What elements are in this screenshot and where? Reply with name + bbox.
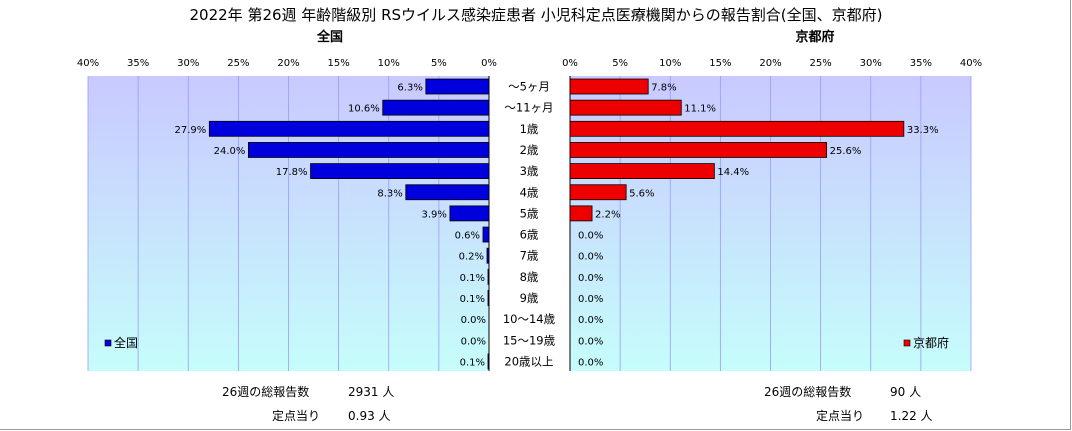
data-label-right: 25.6% [830,146,862,157]
bar-left [425,78,490,95]
category-label: 2歳 [520,143,539,157]
data-label-right: 0.0% [578,357,603,368]
data-label-right: 11.1% [684,104,716,115]
data-label-right: 0.0% [578,273,603,284]
data-label-right: 2.2% [595,209,620,220]
data-label-right: 33.3% [907,125,939,136]
bar-left [487,290,490,306]
bar-right [569,99,682,116]
bar-left [382,99,490,116]
left-tick-label: 40% [77,58,99,69]
footer-right-total-value: 90 人 [890,385,921,399]
bar-right [569,120,905,137]
right-panel-label: 京都府 [795,29,834,45]
bar-left [449,205,490,222]
data-label-left: 0.2% [459,252,484,263]
data-label-right: 14.4% [717,167,749,178]
category-label: 6歳 [520,228,539,242]
category-label: 1歳 [520,122,539,136]
chart-title: 2022年 第26週 年齢階級別 RSウイルス感染症患者 小児科定点医療機関から… [190,6,883,24]
data-label-left: 10.6% [348,104,380,115]
data-label-left: 0.0% [461,336,486,347]
data-label-left: 3.9% [421,209,446,220]
footer-right-per-label: 定点当り [816,408,864,423]
bar-right [569,142,828,158]
data-label-right: 0.0% [578,294,603,305]
left-tick-label: 10% [378,58,400,69]
footer-right-per-value: 1.22 人 [890,409,933,423]
legend-right: 京都府 [903,335,949,350]
data-label-right: 0.0% [578,315,603,326]
data-label-left: 6.3% [397,83,422,94]
category-label: ～5ヶ月 [508,80,550,94]
bar-left [247,142,490,158]
bar-left [487,268,490,285]
category-label: 7歳 [520,249,539,263]
right-tick-label: 0% [562,58,578,69]
data-label-left: 0.1% [460,294,485,305]
category-label: 15～19歳 [503,333,556,347]
data-label-left: 24.0% [214,146,246,157]
data-label-left: 17.8% [276,167,308,178]
bar-left [482,226,490,243]
data-label-left: 27.9% [175,125,207,136]
footer-right-total-label: 26週の総報告数 [764,384,851,399]
legend-right-swatch [903,339,911,347]
right-tick-label: 25% [810,58,832,69]
data-label-right: 0.0% [578,252,603,263]
legend-left: 全国 [104,335,138,350]
data-label-left: 0.0% [461,315,486,326]
data-label-right: 0.0% [578,231,603,242]
left-tick-label: 20% [277,58,299,69]
legend-left-label: 全国 [114,335,138,350]
bar-right [569,205,593,222]
bar-left [405,184,490,201]
footer-left-per-value: 0.93 人 [348,409,391,423]
right-tick-label: 15% [709,58,731,69]
right-tick-label: 5% [612,58,628,69]
data-label-right: 0.0% [578,336,603,347]
category-label: 3歳 [520,164,539,178]
left-panel-label: 全国 [316,29,343,45]
right-tick-label: 20% [759,58,781,69]
category-label: 4歳 [520,185,539,199]
data-label-right: 5.6% [629,188,654,199]
left-tick-label: 0% [481,58,497,69]
legend-right-label: 京都府 [913,335,949,350]
bar-right [569,78,649,95]
category-label: ～11ヶ月 [504,101,553,115]
bar-right [569,184,627,201]
category-label: 9歳 [520,291,539,305]
left-tick-label: 35% [127,58,149,69]
category-label: 20歳以上 [504,354,553,368]
footer-left-per-label: 定点当り [272,408,320,423]
bar-left [208,120,490,137]
bar-left [486,247,490,264]
footer-left-total-label: 26週の総報告数 [222,384,309,399]
legend-left-swatch [104,339,112,347]
left-tick-label: 15% [328,58,350,69]
left-tick-label: 30% [177,58,199,69]
footer-left-total-value: 2931 人 [348,385,394,399]
bar-left [310,163,490,180]
data-label-left: 0.1% [460,357,485,368]
category-label: 5歳 [520,206,539,220]
data-label-left: 8.3% [377,188,402,199]
right-tick-label: 35% [910,58,932,69]
bar-left [487,353,490,370]
data-label-left: 0.6% [455,231,480,242]
left-tick-label: 5% [431,58,447,69]
right-tick-label: 30% [860,58,882,69]
data-label-right: 7.8% [651,83,676,94]
category-label: 10～14歳 [503,312,556,326]
data-label-left: 0.1% [460,273,485,284]
bar-right [569,163,715,180]
category-label: 8歳 [520,270,539,284]
right-tick-label: 10% [659,58,681,69]
right-tick-label: 40% [960,58,982,69]
left-tick-label: 25% [227,58,249,69]
